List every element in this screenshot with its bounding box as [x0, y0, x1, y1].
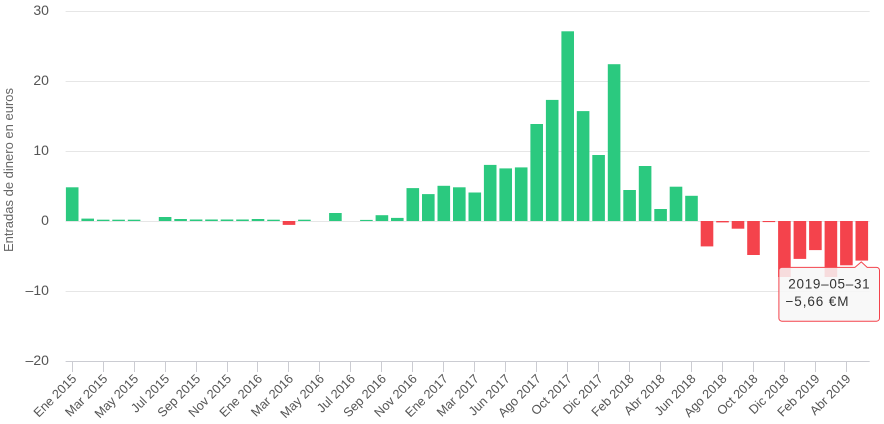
svg-text:20: 20 [33, 72, 49, 88]
svg-text:–10: –10 [26, 282, 50, 298]
svg-text:Entradas de dinero en euros: Entradas de dinero en euros [1, 87, 16, 252]
svg-text:30: 30 [33, 2, 49, 18]
svg-text:−5,66 €M: −5,66 €M [786, 294, 850, 309]
svg-text:2019–05–31: 2019–05–31 [788, 276, 870, 291]
svg-text:10: 10 [33, 142, 49, 158]
svg-text:–20: –20 [26, 352, 50, 368]
svg-text:0: 0 [41, 212, 49, 228]
